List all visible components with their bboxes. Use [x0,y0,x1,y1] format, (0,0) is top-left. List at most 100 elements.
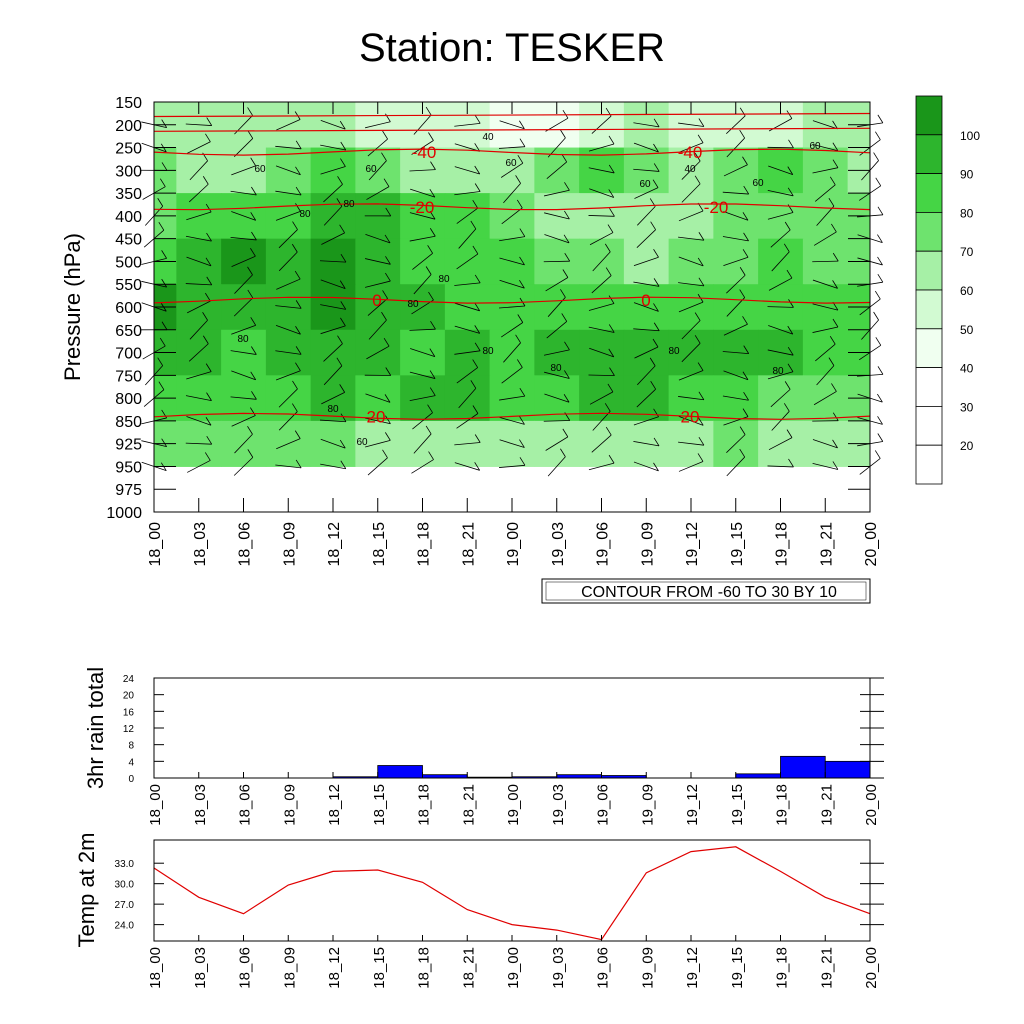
wind-barb-feather [474,165,481,175]
wind-barb-feather [743,345,750,354]
wind-barb-feather [515,175,521,184]
wind-barb-feather [427,245,433,254]
wind-barb-feather [250,212,257,221]
y-tick-label: 400 [115,209,142,226]
wind-barb-feather [739,129,745,139]
colorbar-box [915,444,943,485]
wind-barb [186,300,211,314]
wind-barb-feather [832,461,839,470]
wind-barb-feather [206,117,213,126]
wind-barb [499,464,525,468]
wind-barb-feather [247,449,254,458]
rain-x-tick-label: 18_21 [460,784,477,826]
wind-barb-feather [742,249,749,258]
wind-barb [409,169,436,172]
temp-y-tick-label: 27.0 [115,900,135,911]
wind-barb-feather [517,314,524,323]
wind-barb [501,207,523,225]
wind-barb [231,165,256,176]
y-tick-label: 700 [115,346,142,363]
wind-barb-feather [743,232,749,242]
wind-barb [767,190,794,197]
wind-barb [544,212,570,220]
wind-barb [321,232,345,245]
wind-barb [188,343,209,362]
wind-barb [454,166,480,175]
wind-barb [456,253,479,270]
rain-y-tick-label: 0 [128,774,134,785]
wind-barb-feather [519,439,525,448]
wind-barb [276,119,301,131]
y-tick-label: 750 [115,368,142,385]
humidity-contour-label: 80 [772,366,784,377]
wind-barb [185,123,212,126]
wind-barb-feather [697,362,704,371]
wind-barb-feather [560,448,566,457]
wind-barb-feather [384,394,391,403]
wind-barb [320,419,346,423]
wind-barb-feather [382,449,388,459]
y-tick-label: 800 [115,391,142,408]
wind-barb [767,212,794,220]
wind-barb [276,438,301,450]
y-tick-label: 250 [115,141,142,158]
x-tick-label: 19_09 [639,522,656,567]
wind-barb-feather [383,337,390,347]
wind-barb-feather [470,220,477,230]
temperature-contour-20 [153,412,871,420]
wind-barb-feather [474,274,481,284]
wind-barb [189,160,208,181]
rain-bar [735,773,781,779]
wind-barb-feather [787,363,794,373]
wind-barb-feather [474,462,481,471]
rain-bar [824,760,871,779]
temperature-contour--40 [153,148,871,156]
wind-barb-feather [385,367,392,376]
wind-barb-feather [337,335,343,344]
wind-barb-feather [295,362,301,371]
wind-barb-feather [875,337,882,346]
rain-y-tick-label: 4 [128,757,134,768]
wind-barb-feather [383,178,390,187]
wind-barb [723,211,749,221]
wind-barb [321,392,345,405]
wind-barb [592,411,611,431]
colorbar-label: 80 [960,206,974,220]
wind-barb-feather [425,106,432,116]
wind-barb [231,370,256,381]
wind-barb-feather [247,107,253,116]
colorbar-box [915,173,943,213]
wind-barb-feather [562,428,569,438]
wind-barb [634,346,659,359]
x-tick-label: 19_18 [774,522,791,567]
wind-barb-feather [339,120,346,130]
humidity-contour-label: 80 [327,404,339,415]
rain-bar [377,765,423,779]
wind-barb-feather [564,252,571,262]
wind-barb [323,343,343,362]
humidity-contour-label: 40 [482,132,494,143]
x-tick-label: 18_12 [326,522,343,567]
wind-barb [323,365,343,386]
wind-barb-feather [604,243,611,253]
wind-barb [230,350,257,355]
wind-barb-feather [877,234,883,243]
wind-barb-feather [474,143,481,152]
wind-barb-feather [653,462,659,472]
y-tick-label: 200 [115,118,142,135]
wind-barb [813,391,837,406]
wind-barb-feather [832,318,839,328]
temp-x-tick-label: 19_00 [505,947,522,989]
wind-barb-feather [783,403,790,412]
wind-barb [678,236,704,241]
temperature-contour--20 [153,203,871,211]
wind-barb-feather [519,457,526,466]
wind-barb-feather [425,266,432,275]
rain-x-tick-label: 18_12 [326,784,343,826]
temperature-contour-0 [153,296,871,304]
humidity-contour-label: 80 [237,334,249,345]
wind-barb [544,371,570,379]
wind-barb-feather [875,131,881,140]
wind-barb-feather [247,130,254,139]
wind-barb [543,189,570,197]
